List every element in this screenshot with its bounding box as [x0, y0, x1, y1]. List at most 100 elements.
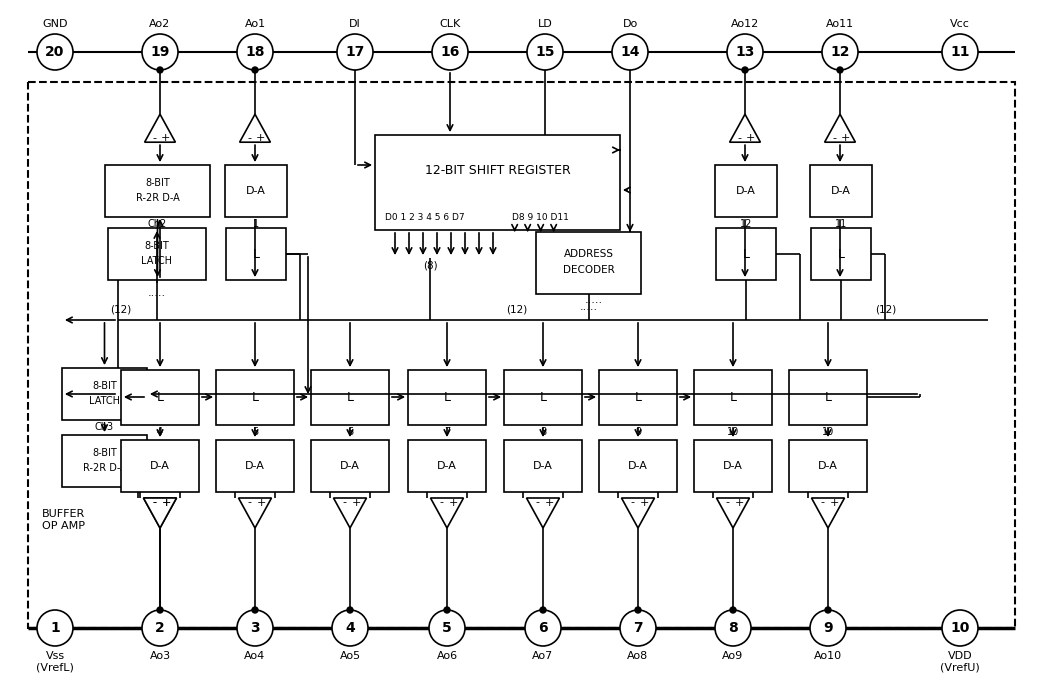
- Text: CLK: CLK: [439, 19, 461, 29]
- Polygon shape: [527, 498, 559, 528]
- Bar: [504, 440, 582, 492]
- Text: 7: 7: [633, 621, 642, 635]
- Text: (12): (12): [506, 305, 528, 315]
- Circle shape: [332, 610, 368, 646]
- Circle shape: [527, 34, 563, 70]
- Text: L: L: [251, 391, 259, 404]
- Text: VDD
(VrefU): VDD (VrefU): [940, 651, 979, 673]
- Text: 6: 6: [538, 621, 548, 635]
- Circle shape: [822, 34, 858, 70]
- Text: 4: 4: [345, 621, 355, 635]
- Bar: [536, 232, 641, 294]
- Polygon shape: [622, 498, 655, 528]
- Polygon shape: [825, 114, 855, 142]
- Polygon shape: [717, 498, 750, 528]
- Bar: [311, 440, 389, 492]
- Bar: [62, 435, 147, 487]
- Text: -: -: [630, 498, 634, 507]
- Text: -: -: [535, 498, 539, 507]
- Circle shape: [635, 607, 641, 613]
- Text: Ao6: Ao6: [436, 651, 458, 661]
- Text: LD: LD: [537, 19, 553, 29]
- Text: 16: 16: [440, 45, 460, 59]
- Bar: [599, 440, 677, 492]
- Polygon shape: [145, 114, 175, 142]
- Bar: [408, 440, 486, 492]
- Text: Ch3: Ch3: [95, 422, 114, 432]
- Bar: [811, 228, 871, 280]
- Bar: [216, 440, 294, 492]
- Text: 13: 13: [735, 45, 755, 59]
- Text: Ao2: Ao2: [149, 19, 171, 29]
- Circle shape: [429, 610, 465, 646]
- Text: Ao11: Ao11: [826, 19, 854, 29]
- Text: .....: .....: [580, 302, 598, 312]
- Text: Vcc: Vcc: [950, 19, 970, 29]
- Text: ADDRESS: ADDRESS: [563, 249, 613, 259]
- Text: 9: 9: [823, 621, 832, 635]
- Text: Ao3: Ao3: [149, 651, 171, 661]
- Bar: [62, 368, 147, 420]
- Text: Ch2: Ch2: [148, 219, 167, 229]
- Text: +: +: [162, 498, 171, 507]
- Text: L: L: [634, 391, 641, 404]
- Text: 1: 1: [50, 621, 59, 635]
- Circle shape: [612, 34, 648, 70]
- Text: L: L: [838, 248, 845, 260]
- Text: +: +: [841, 133, 850, 143]
- Text: +: +: [829, 498, 839, 507]
- Text: L: L: [252, 248, 260, 260]
- Text: +: +: [162, 498, 171, 507]
- Circle shape: [715, 610, 751, 646]
- Polygon shape: [239, 498, 271, 528]
- Circle shape: [540, 607, 545, 613]
- Text: +: +: [544, 498, 554, 507]
- Circle shape: [825, 607, 831, 613]
- Circle shape: [37, 610, 73, 646]
- Bar: [789, 440, 867, 492]
- Bar: [311, 370, 389, 425]
- Circle shape: [252, 67, 258, 73]
- Text: L: L: [156, 391, 164, 404]
- Text: D-A: D-A: [437, 461, 457, 471]
- Text: 12-BIT SHIFT REGISTER: 12-BIT SHIFT REGISTER: [425, 163, 571, 177]
- Text: D-A: D-A: [245, 461, 265, 471]
- Text: 8-BIT: 8-BIT: [145, 241, 169, 251]
- Text: R-2R D-A: R-2R D-A: [82, 463, 126, 473]
- Text: Ao7: Ao7: [532, 651, 554, 661]
- Text: -: -: [152, 133, 156, 143]
- Text: +: +: [734, 498, 744, 507]
- Text: 19: 19: [150, 45, 170, 59]
- Bar: [599, 370, 677, 425]
- Bar: [504, 370, 582, 425]
- Text: 11: 11: [950, 45, 970, 59]
- Bar: [694, 370, 772, 425]
- Text: 8-BIT: 8-BIT: [92, 448, 117, 458]
- Text: 4: 4: [156, 427, 163, 437]
- Text: (12): (12): [110, 305, 131, 315]
- Text: 2: 2: [155, 621, 165, 635]
- Text: DI: DI: [349, 19, 361, 29]
- Text: D-A: D-A: [831, 186, 851, 196]
- Text: D-A: D-A: [736, 186, 756, 196]
- Text: D-A: D-A: [533, 461, 553, 471]
- Circle shape: [157, 67, 163, 73]
- Circle shape: [252, 607, 258, 613]
- Text: 12: 12: [739, 219, 752, 229]
- Text: L: L: [443, 391, 451, 404]
- Circle shape: [237, 610, 273, 646]
- Text: L: L: [539, 391, 547, 404]
- Text: 12: 12: [830, 45, 850, 59]
- Text: D-A: D-A: [246, 186, 266, 196]
- Text: D-A: D-A: [628, 461, 648, 471]
- Text: Ao12: Ao12: [731, 19, 759, 29]
- Text: -: -: [152, 498, 156, 507]
- Text: GND: GND: [43, 19, 68, 29]
- Text: 20: 20: [45, 45, 65, 59]
- Circle shape: [347, 607, 353, 613]
- Text: 8-BIT: 8-BIT: [92, 381, 117, 391]
- Text: .....: .....: [584, 295, 603, 305]
- Text: -: -: [342, 498, 346, 507]
- Circle shape: [620, 610, 656, 646]
- Text: L: L: [825, 391, 831, 404]
